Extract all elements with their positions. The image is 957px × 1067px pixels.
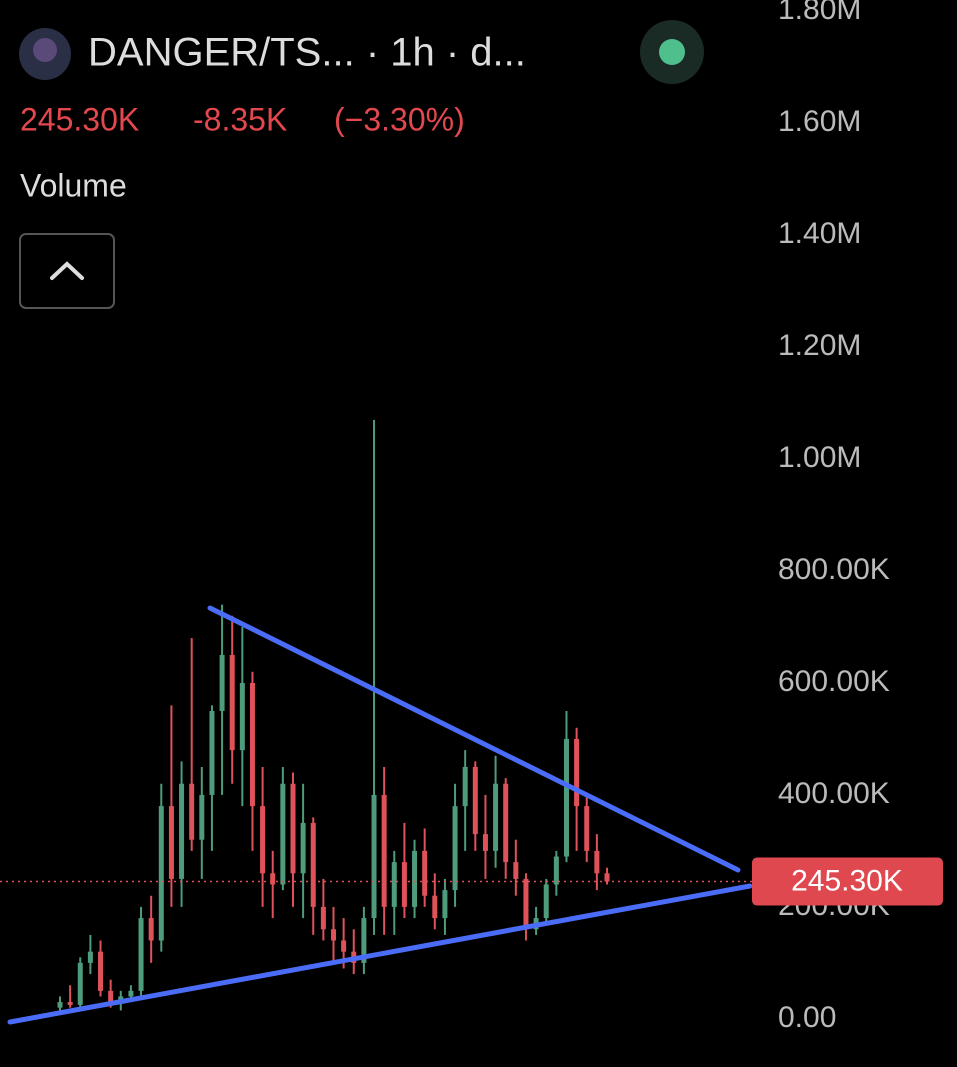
candle-body (331, 929, 336, 941)
candle-body (300, 822, 306, 874)
candle-body (77, 962, 83, 1005)
y-tick-label: 1.20M (778, 329, 861, 362)
candle-body (219, 654, 225, 711)
indicator-label: Volume (20, 167, 127, 203)
candle-body (67, 1002, 73, 1005)
candle-body (249, 682, 255, 807)
candle-body (442, 890, 448, 919)
candle-body (239, 682, 245, 751)
status-dot (659, 39, 685, 65)
candle-body (199, 794, 205, 840)
candle-body (472, 766, 478, 835)
y-tick-label: 800.00K (778, 553, 890, 586)
trendline-support (7, 883, 753, 1025)
y-tick-label: 1.40M (778, 217, 861, 250)
token-avatar-icon (33, 38, 57, 62)
candle-body (543, 884, 549, 919)
candle-body (462, 766, 468, 807)
candle-body (574, 738, 580, 807)
candle-body (452, 806, 458, 891)
y-tick-label: 1.00M (778, 441, 861, 474)
candle-body (361, 918, 367, 963)
candle-body (158, 806, 164, 941)
candle-body (290, 783, 296, 874)
candle-body (594, 850, 600, 874)
candle-body (148, 918, 154, 941)
y-tick-label: 0.00 (778, 1001, 836, 1034)
candle-body (280, 783, 286, 885)
candle-body (604, 873, 610, 882)
candle-body (563, 738, 569, 857)
candle-body (341, 940, 347, 952)
candle-body (270, 873, 276, 885)
y-tick-label: 1.80M (778, 0, 861, 26)
candle-body (320, 906, 326, 930)
candle-body (482, 834, 488, 851)
candle-body (391, 862, 397, 907)
candle-body (432, 895, 438, 919)
candle-body (108, 990, 114, 1003)
candle-body (189, 783, 195, 840)
price-change: -8.35K (193, 101, 287, 137)
candle-body (422, 850, 428, 896)
candle-body (523, 878, 529, 930)
last-price-tag (752, 857, 943, 906)
candle-body (57, 1002, 63, 1008)
chevron-icon (50, 261, 84, 280)
price: 245.30K (20, 101, 139, 137)
candle-body (229, 654, 235, 751)
last-price-label: 245.30K (791, 864, 903, 897)
candle-body (209, 710, 215, 795)
candle-body (138, 918, 144, 991)
candle-body (503, 783, 509, 863)
candle-body (493, 783, 499, 851)
candle-body (381, 794, 387, 907)
candle-body (553, 856, 559, 885)
price-change-pct: (−3.30%) (334, 101, 465, 137)
candle-body (412, 850, 418, 907)
candle-body (513, 862, 519, 879)
plot-area: 0.00200.00K400.00K600.00K800.00K1.00M1.2… (0, 0, 890, 1034)
candle-body (401, 862, 407, 907)
trendline-resistance (207, 605, 741, 873)
candle-body (128, 990, 134, 997)
collapse-button[interactable] (19, 233, 115, 309)
candle-body (98, 951, 104, 991)
candle-body (87, 951, 93, 963)
y-tick-label: 400.00K (778, 777, 890, 810)
candle-body (584, 806, 590, 851)
candle-body (371, 794, 377, 919)
symbol-title[interactable]: DANGER/TS... · 1h · d... (88, 31, 526, 75)
y-tick-label: 1.60M (778, 105, 861, 138)
candle-body (260, 806, 266, 874)
y-tick-label: 600.00K (778, 665, 890, 698)
candle-body (168, 806, 174, 879)
candle-body (310, 822, 316, 907)
candle-body (179, 783, 185, 879)
